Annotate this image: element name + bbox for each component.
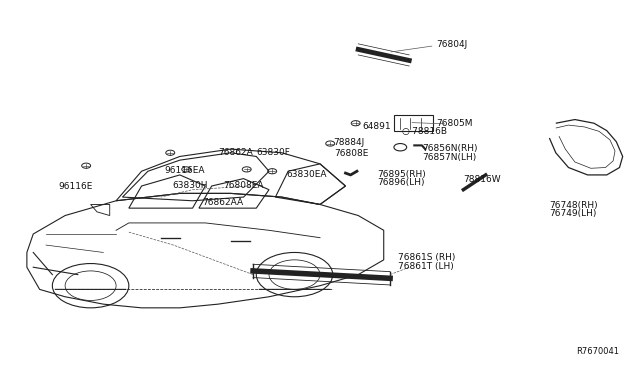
Text: 96116EA: 96116EA xyxy=(164,166,204,175)
Text: 76749(LH): 76749(LH) xyxy=(549,209,596,218)
Text: 76857N(LH): 76857N(LH) xyxy=(422,153,476,162)
Text: 76862AA: 76862AA xyxy=(202,198,243,207)
Text: 76804J: 76804J xyxy=(436,41,467,49)
Text: 76896(LH): 76896(LH) xyxy=(378,178,425,187)
Text: ○-78816B: ○-78816B xyxy=(401,127,447,136)
Text: 64891: 64891 xyxy=(362,122,390,131)
Text: 76861T (LH): 76861T (LH) xyxy=(397,262,454,271)
Text: R7670041: R7670041 xyxy=(577,347,620,356)
Text: 76856N(RH): 76856N(RH) xyxy=(422,144,477,153)
Text: 76895(RH): 76895(RH) xyxy=(378,170,426,179)
Text: 76808E: 76808E xyxy=(334,149,369,158)
Text: 76808EA: 76808EA xyxy=(223,182,264,190)
Text: 96116E: 96116E xyxy=(59,182,93,191)
Text: 78816W: 78816W xyxy=(463,175,501,184)
Text: 76862A: 76862A xyxy=(218,148,253,157)
Text: 63830H: 63830H xyxy=(172,181,207,190)
Text: 76748(RH): 76748(RH) xyxy=(549,201,598,210)
Text: 78884J: 78884J xyxy=(333,138,364,147)
Text: 63830F: 63830F xyxy=(256,148,290,157)
Text: 76861S (RH): 76861S (RH) xyxy=(397,253,455,263)
Text: 63830EA: 63830EA xyxy=(287,170,328,179)
Text: 76805M: 76805M xyxy=(436,119,472,128)
